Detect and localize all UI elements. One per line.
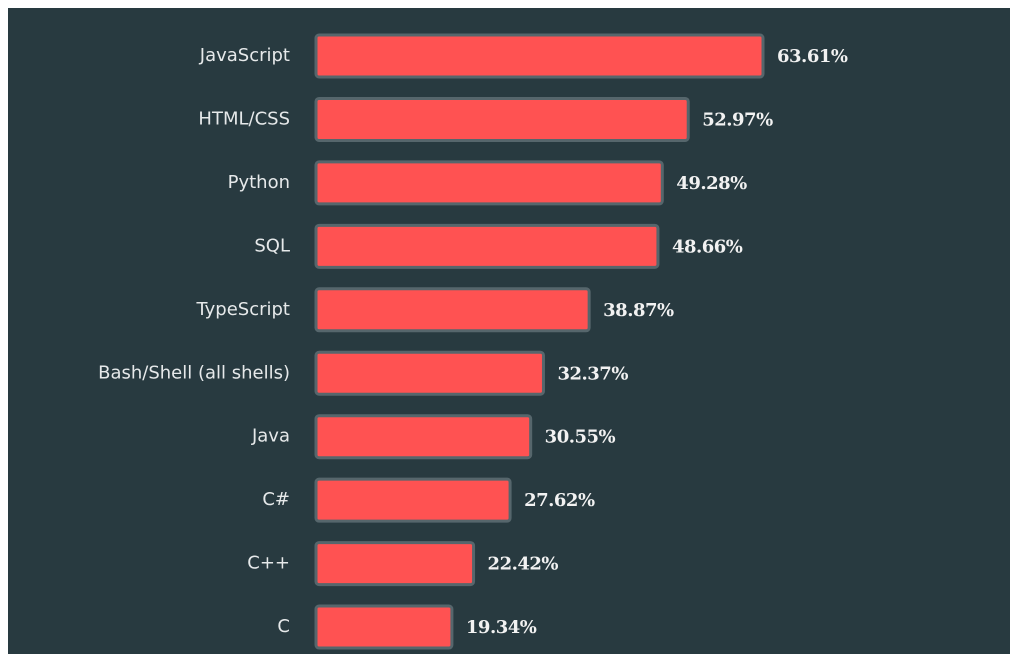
bar	[314, 33, 765, 79]
bar	[314, 350, 545, 396]
value-label: 63.61%	[777, 46, 848, 67]
category-label: TypeScript	[195, 299, 290, 320]
category-label: Bash/Shell (all shells)	[98, 362, 290, 383]
bar	[314, 96, 690, 142]
category-label: SQL	[254, 235, 290, 256]
value-label: 38.87%	[603, 300, 674, 321]
category-label: C++	[247, 553, 290, 574]
bar	[314, 604, 454, 650]
bar	[314, 223, 660, 269]
bar	[314, 414, 533, 460]
bar	[314, 160, 664, 206]
value-label: 48.66%	[672, 236, 743, 257]
value-label: 30.55%	[545, 427, 616, 448]
value-label: 32.37%	[557, 363, 628, 384]
category-label: C	[277, 616, 290, 637]
bar	[314, 477, 512, 523]
category-label: C#	[262, 489, 290, 510]
bar	[314, 287, 591, 333]
category-label: JavaScript	[199, 45, 290, 66]
value-label: 19.34%	[466, 617, 537, 638]
category-label: Java	[251, 426, 290, 447]
value-label: 49.28%	[676, 173, 747, 194]
category-label: HTML/CSS	[198, 108, 290, 129]
value-label: 52.97%	[702, 109, 773, 130]
value-label: 27.62%	[524, 490, 595, 511]
category-label: Python	[228, 172, 290, 193]
value-label: 22.42%	[488, 554, 559, 575]
bar	[314, 541, 476, 587]
